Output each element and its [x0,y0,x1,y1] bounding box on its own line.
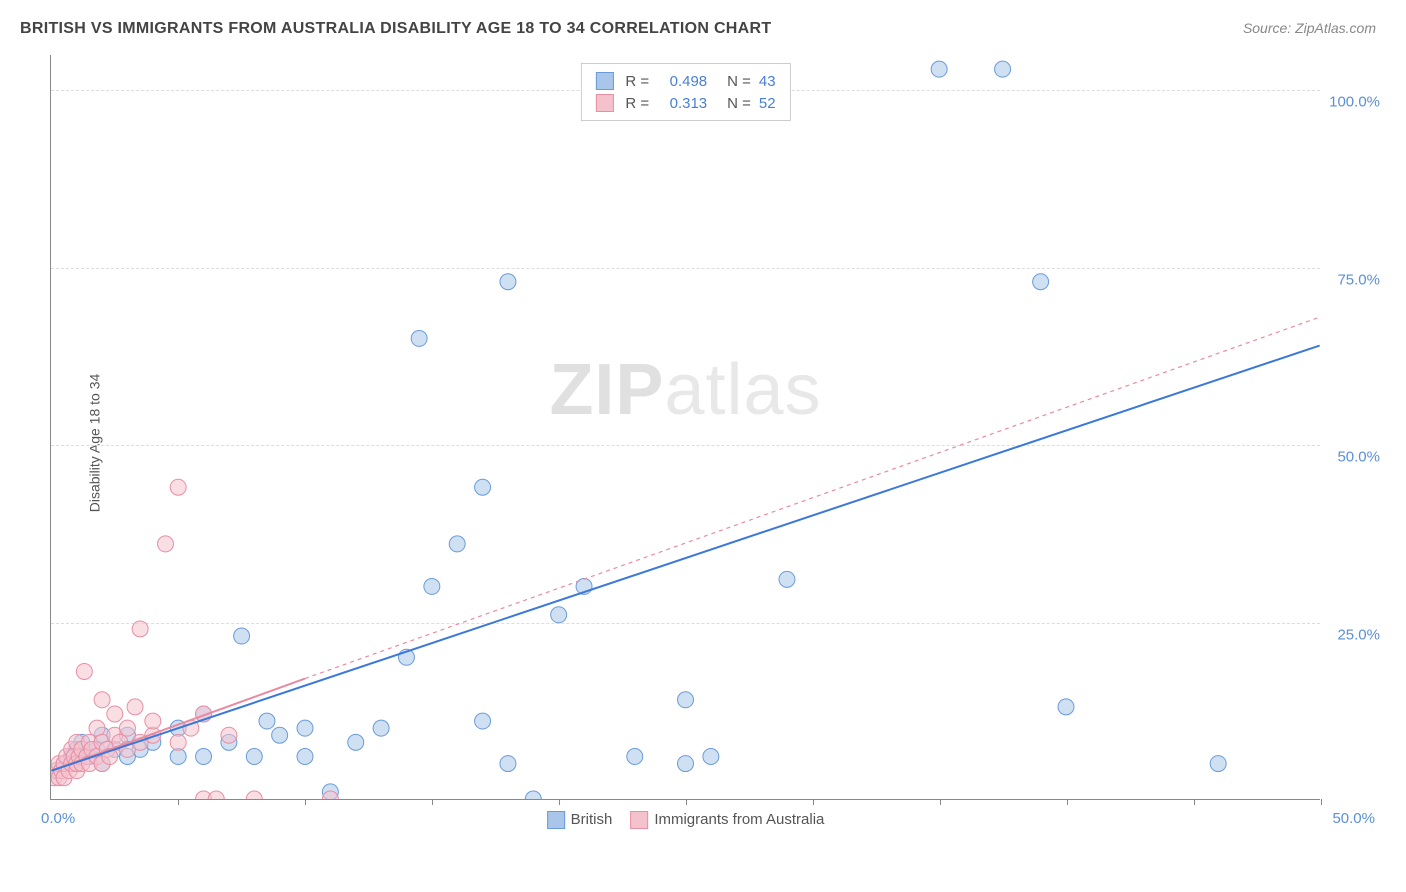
data-point [449,536,465,552]
data-point [373,720,389,736]
data-point [170,748,186,764]
legend-label-immigrants: Immigrants from Australia [654,811,824,828]
data-point [348,734,364,750]
data-point [246,748,262,764]
x-tick [1194,799,1195,805]
r-label: R = [625,73,649,90]
data-point [627,748,643,764]
correlation-legend: R = 0.498 N = 43 R = 0.313 N = 52 [580,63,790,121]
data-point [297,720,313,736]
data-point [127,699,143,715]
r-value-immigrants: 0.313 [657,95,707,112]
n-value-british: 43 [759,73,776,90]
data-point [170,734,186,750]
data-point [221,727,237,743]
data-point [272,727,288,743]
legend-swatch-british-icon [547,811,565,829]
data-point [411,330,427,346]
data-point [475,479,491,495]
header: BRITISH VS IMMIGRANTS FROM AUSTRALIA DIS… [0,0,1406,48]
n-label: N = [727,73,751,90]
chart-title: BRITISH VS IMMIGRANTS FROM AUSTRALIA DIS… [20,20,771,38]
x-tick [940,799,941,805]
data-point [132,621,148,637]
data-point [500,756,516,772]
data-point [424,578,440,594]
source-prefix: Source: [1243,20,1295,36]
n-label: N = [727,95,751,112]
trend-line-immigrants-dashed [305,317,1320,678]
chart-area: Disability Age 18 to 34 ZIPatlas R = 0.4… [50,55,1370,830]
x-tick [559,799,560,805]
legend-item-immigrants: Immigrants from Australia [630,811,824,829]
source-attribution: Source: ZipAtlas.com [1243,20,1376,36]
x-tick [813,799,814,805]
data-point [170,479,186,495]
data-point [1210,756,1226,772]
n-value-immigrants: 52 [759,95,776,112]
data-point [259,713,275,729]
legend-item-british: British [547,811,613,829]
data-point [1033,274,1049,290]
data-point [1058,699,1074,715]
data-point [158,536,174,552]
data-point [678,692,694,708]
plot-region: ZIPatlas R = 0.498 N = 43 R = 0.313 N = … [50,55,1320,800]
data-point [500,274,516,290]
legend-row-immigrants: R = 0.313 N = 52 [595,92,775,114]
data-point [525,791,541,799]
x-axis-end-label: 50.0% [1332,810,1375,827]
legend-swatch-immigrants [595,94,613,112]
plot-svg [51,55,1320,799]
data-point [145,713,161,729]
data-point [678,756,694,772]
data-point [931,61,947,77]
x-tick [178,799,179,805]
data-point [779,571,795,587]
data-point [119,720,135,736]
source-name: ZipAtlas.com [1295,20,1376,36]
legend-row-british: R = 0.498 N = 43 [595,70,775,92]
data-point [208,791,224,799]
x-tick [305,799,306,805]
data-point [76,663,92,679]
data-point [297,748,313,764]
x-axis-origin-label: 0.0% [41,810,75,827]
x-tick [686,799,687,805]
y-tick-label: 100.0% [1329,94,1380,111]
data-point [475,713,491,729]
data-point [995,61,1011,77]
data-point [107,706,123,722]
x-tick [1321,799,1322,805]
data-point [551,607,567,623]
x-tick [432,799,433,805]
data-point [196,748,212,764]
data-point [94,692,110,708]
r-label: R = [625,95,649,112]
data-point [234,628,250,644]
x-tick [1067,799,1068,805]
legend-swatch-immigrants-icon [630,811,648,829]
legend-label-british: British [571,811,613,828]
y-tick-label: 50.0% [1337,449,1380,466]
legend-swatch-british [595,72,613,90]
y-tick-label: 25.0% [1337,626,1380,643]
data-point [246,791,262,799]
series-legend: British Immigrants from Australia [547,811,825,829]
r-value-british: 0.498 [657,73,707,90]
data-point [703,748,719,764]
data-point [89,720,105,736]
y-tick-label: 75.0% [1337,271,1380,288]
